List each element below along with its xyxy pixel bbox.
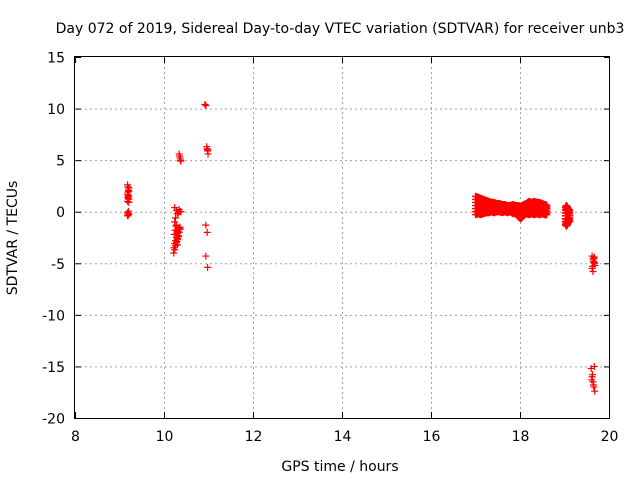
data-point xyxy=(566,206,574,214)
data-point xyxy=(172,221,180,229)
data-point xyxy=(124,188,132,196)
data-point xyxy=(203,228,211,236)
data-point xyxy=(204,263,212,271)
data-point xyxy=(201,100,209,108)
x-tick-label: 16 xyxy=(423,429,441,445)
x-axis: 8 10 12 14 16 18 20 xyxy=(71,57,619,445)
y-tick-label: -5 xyxy=(51,257,65,273)
x-axis-label: GPS time / hours xyxy=(281,459,398,475)
x-tick-label: 10 xyxy=(156,429,174,445)
x-tick-label: 20 xyxy=(601,429,619,445)
data-point xyxy=(172,214,180,222)
data-point xyxy=(176,152,184,160)
y-tick-label: -10 xyxy=(42,308,65,324)
data-point xyxy=(589,371,597,379)
data-point xyxy=(124,207,132,215)
data-point xyxy=(176,156,184,164)
data-point xyxy=(589,262,597,270)
x-tick-label: 18 xyxy=(512,429,530,445)
grid xyxy=(75,57,609,418)
data-point xyxy=(588,376,596,384)
y-tick-label: -20 xyxy=(42,412,65,428)
data-point xyxy=(125,187,133,195)
data-point xyxy=(589,257,597,265)
chart-title: Day 072 of 2019, Sidereal Day-to-day VTE… xyxy=(56,21,625,37)
y-axis-label: SDTVAR / TECUs xyxy=(5,181,21,296)
data-point xyxy=(591,387,599,395)
data-point xyxy=(124,194,132,202)
y-tick-label: -15 xyxy=(42,360,65,376)
data-point xyxy=(170,230,178,238)
data-point xyxy=(204,146,212,154)
y-tick-label: 5 xyxy=(56,154,65,170)
x-tick-label: 8 xyxy=(71,429,80,445)
data-point xyxy=(202,221,210,229)
data-point xyxy=(590,253,598,261)
data-point xyxy=(124,211,132,219)
data-point xyxy=(590,362,598,370)
data-point xyxy=(125,198,133,206)
data-point xyxy=(173,241,181,249)
data-points xyxy=(124,100,599,395)
plot-frame xyxy=(74,56,610,419)
x-tick-label: 14 xyxy=(334,429,352,445)
data-point xyxy=(202,101,210,109)
x-tick-label: 12 xyxy=(245,429,263,445)
y-tick-label: 15 xyxy=(47,51,65,67)
data-point xyxy=(543,201,551,209)
data-point xyxy=(174,228,182,236)
data-point xyxy=(202,252,210,260)
y-tick-label: 10 xyxy=(47,102,65,118)
data-point xyxy=(173,210,181,218)
data-point xyxy=(176,224,184,232)
data-point xyxy=(170,244,178,252)
y-tick-label: 0 xyxy=(56,205,65,221)
data-point xyxy=(589,381,597,389)
data-point xyxy=(171,218,179,226)
y-axis: 15 10 5 0 -5 -10 -15 -20 xyxy=(42,51,610,428)
data-point xyxy=(177,208,185,216)
